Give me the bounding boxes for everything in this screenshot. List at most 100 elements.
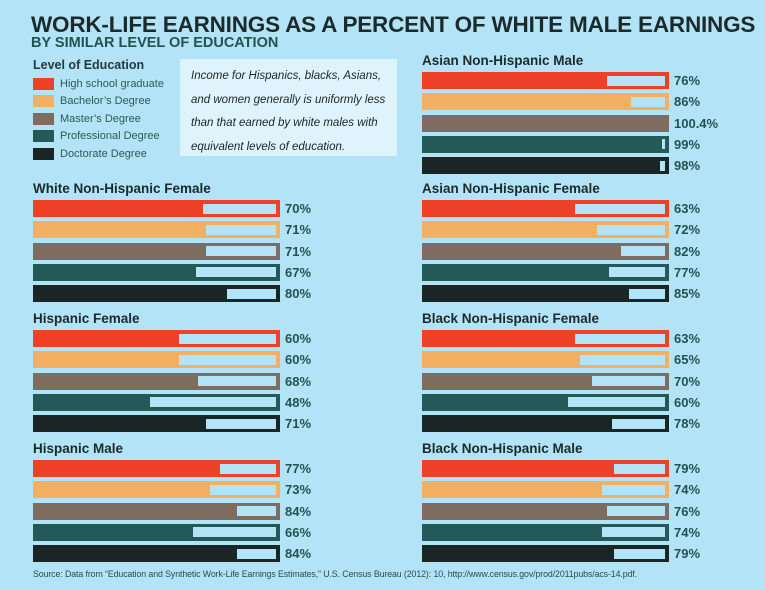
legend-title: Level of Education	[33, 58, 145, 72]
data-label: 73%	[285, 482, 312, 498]
panel-title: Hispanic Male	[33, 441, 124, 456]
bar-row: 86%	[422, 93, 700, 114]
note-line: and women generally is uniformly less	[191, 93, 386, 106]
bar-row: 63%	[422, 200, 700, 221]
bar-gap	[660, 160, 665, 171]
legend-label: High school graduate	[60, 77, 164, 90]
panel-asian-non-hispanic-male: Asian Non-Hispanic Male 76% 86% 100.4% 99% 98…	[422, 53, 718, 178]
data-label: 84%	[285, 546, 312, 562]
bar	[422, 114, 669, 132]
bar-gap	[203, 203, 276, 214]
bar	[33, 481, 280, 499]
bar-gap	[575, 203, 665, 214]
data-label: 74%	[674, 482, 701, 498]
bar-gap	[193, 527, 276, 538]
legend-item: Master’s Degree	[33, 110, 164, 128]
bar-row: 70%	[33, 200, 311, 221]
legend-label: Bachelor’s Degree	[60, 95, 151, 108]
bar-gap	[592, 376, 665, 387]
bar-row: 68%	[33, 372, 311, 394]
data-label: 48%	[285, 394, 312, 410]
legend-label: Master’s Degree	[60, 112, 141, 125]
bar	[422, 263, 669, 281]
data-label: 85%	[674, 286, 701, 302]
bar	[422, 285, 669, 303]
legend-swatch	[33, 147, 54, 160]
bar-gap	[237, 506, 276, 517]
bar	[33, 460, 280, 477]
bar	[33, 242, 280, 260]
legend-item: High school graduate	[33, 75, 164, 93]
bar-row: 73%	[33, 481, 311, 502]
bar-row: 66%	[33, 523, 311, 545]
note-line: Income for Hispanics, blacks, Asians,	[191, 70, 382, 82]
bar-row: 82%	[422, 242, 700, 264]
legend-item: Doctorate Degree	[33, 145, 164, 163]
bar	[422, 460, 669, 477]
data-label: 82%	[674, 243, 701, 259]
bar	[422, 72, 669, 89]
bar-row: 80%	[33, 285, 311, 306]
data-label: 71%	[285, 222, 312, 238]
bar-gap	[575, 333, 665, 344]
bar	[422, 502, 669, 520]
bar-row: 77%	[33, 460, 311, 481]
data-label: 100.4%	[674, 115, 719, 131]
bar-gap	[149, 397, 276, 408]
bar-row: 85%	[422, 285, 700, 306]
bar	[422, 157, 669, 175]
bar-row: 60%	[33, 351, 311, 372]
bar-gap	[205, 418, 276, 429]
bar-gap	[601, 484, 665, 495]
bar-row: 74%	[422, 523, 700, 545]
bar	[422, 545, 669, 563]
bar-row: 76%	[422, 72, 700, 93]
data-label: 72%	[674, 222, 701, 238]
panel-hispanic-female: Hispanic Female 60% 60% 68% 48% 71%	[33, 311, 311, 436]
bar-gap	[621, 246, 665, 257]
data-label: 98%	[674, 158, 701, 174]
data-label: 86%	[674, 94, 701, 110]
bar-row: 78%	[422, 415, 700, 436]
data-label: 60%	[674, 394, 701, 410]
bar-gap	[220, 463, 276, 474]
data-label: 76%	[674, 503, 701, 519]
bar	[422, 393, 669, 411]
bar-row: 71%	[33, 221, 311, 242]
data-label: 63%	[674, 201, 701, 216]
bar-row: 67%	[33, 263, 311, 285]
bar-gap	[210, 484, 276, 495]
bar	[33, 415, 280, 433]
bar	[422, 481, 669, 499]
bar	[422, 415, 669, 433]
bar-gap	[178, 333, 276, 344]
bar-gap	[606, 506, 665, 517]
data-label: 77%	[674, 264, 701, 280]
bar-row: 63%	[422, 330, 700, 351]
bar	[33, 221, 280, 239]
bar	[33, 330, 280, 347]
data-label: 60%	[285, 352, 312, 368]
data-label: 60%	[285, 331, 312, 346]
data-label: 79%	[674, 546, 701, 562]
panel-title: Hispanic Female	[33, 311, 140, 326]
panel-white-non-hispanic-female: White Non-Hispanic Female 70% 71% 71% 67% 80%	[33, 181, 311, 306]
bar	[33, 285, 280, 303]
panel-title: Asian Non-Hispanic Male	[422, 53, 584, 68]
bar-gap	[611, 418, 665, 429]
bar	[33, 263, 280, 281]
source-note: Source: Data from “Education and Synthet…	[33, 569, 637, 579]
panel-title: Asian Non-Hispanic Female	[422, 181, 600, 196]
bar-row: 60%	[422, 393, 700, 415]
data-label: 99%	[674, 136, 701, 152]
bar-gap	[195, 267, 276, 278]
bar	[33, 502, 280, 520]
legend-swatch	[33, 112, 54, 125]
bar	[422, 221, 669, 239]
data-label: 70%	[674, 373, 701, 389]
bar-gap	[237, 548, 276, 559]
bar-row: 100.4%	[422, 114, 718, 136]
bar-gap	[601, 527, 665, 538]
panel-title: Black Non-Hispanic Male	[422, 441, 583, 456]
bar	[422, 330, 669, 347]
